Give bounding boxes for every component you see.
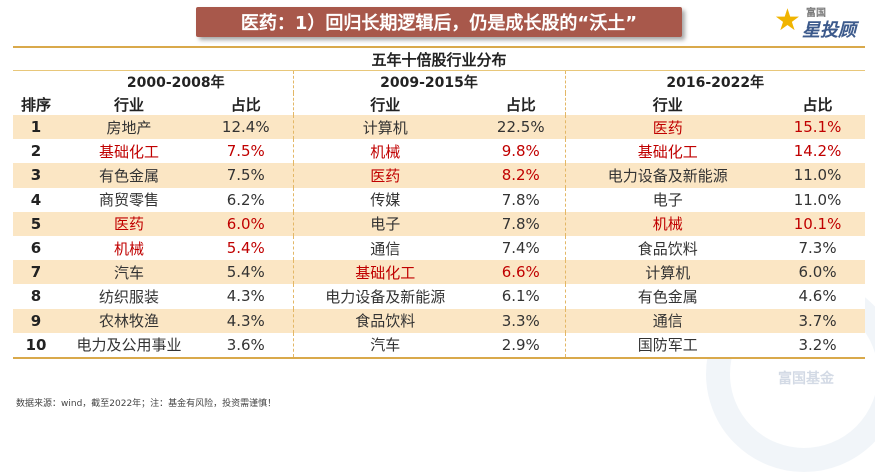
brand-logo: ★ 富国 星投顾	[774, 2, 866, 42]
rank-cell: 7	[13, 260, 59, 285]
logo-text-bottom: 星投顾	[802, 20, 856, 41]
table-row: 8 纺织服装 4.3% 电力设备及新能源 6.1% 有色金属 4.6%	[13, 284, 866, 309]
industry-cell: 医药	[292, 163, 477, 188]
rank-cell: 6	[13, 235, 59, 261]
industry-cell: 商贸零售	[59, 187, 199, 212]
industry-cell: 传媒	[292, 187, 477, 212]
industry-cell: 电子	[292, 211, 477, 236]
industry-cell: 基础化工	[292, 260, 477, 285]
share-cell: 11.0%	[770, 163, 866, 188]
share-cell: 6.0%	[199, 211, 293, 236]
share-header: 占比	[230, 95, 261, 114]
share-cell: 9.8%	[477, 139, 565, 164]
share-cell: 3.2%	[770, 332, 866, 359]
rank-cell: 3	[13, 163, 59, 188]
share-cell: 7.5%	[199, 139, 293, 164]
industry-cell: 食品饮料	[292, 308, 477, 333]
period-header: 2000-2008年	[59, 70, 293, 93]
rank-cell: 1	[13, 115, 59, 140]
rank-cell: 5	[13, 211, 59, 236]
rank-header: 排序	[20, 95, 51, 114]
share-cell: 14.2%	[770, 139, 866, 164]
industry-cell: 基础化工	[59, 139, 199, 164]
industry-cell: 电力设备及新能源	[564, 163, 770, 188]
industry-cell: 有色金属	[564, 284, 770, 309]
share-cell: 12.4%	[199, 115, 293, 140]
industry-cell: 纺织服装	[59, 284, 199, 309]
rank-cell: 4	[13, 187, 59, 212]
table-row: 4 商贸零售 6.2% 传媒 7.8% 电子 11.0%	[13, 187, 866, 212]
page-title: 医药：1）回归长期逻辑后，仍是成长股的“沃土”	[196, 7, 682, 37]
watermark-text: 富国基金	[778, 371, 834, 387]
rank-cell: 10	[13, 332, 59, 359]
industry-cell: 机械	[564, 211, 770, 236]
industry-cell: 通信	[564, 308, 770, 333]
industry-cell: 有色金属	[59, 163, 199, 188]
industry-cell: 房地产	[59, 115, 199, 140]
share-cell: 7.5%	[199, 163, 293, 188]
industry-header: 行业	[113, 95, 144, 114]
industry-cell: 机械	[292, 139, 477, 164]
period-header: 2009-2015年	[292, 70, 565, 93]
industry-header: 行业	[292, 93, 477, 115]
share-cell: 4.6%	[770, 284, 866, 309]
industry-cell: 通信	[292, 235, 477, 261]
share-cell: 15.1%	[770, 115, 866, 140]
rank-cell: 9	[13, 308, 59, 333]
table-row: 7 汽车 5.4% 基础化工 6.6% 计算机 6.0%	[13, 260, 866, 285]
table-caption: 五年十倍股行业分布	[13, 46, 866, 71]
table-row: 3 有色金属 7.5% 医药 8.2% 电力设备及新能源 11.0%	[13, 163, 866, 188]
table-row: 5 医药 6.0% 电子 7.8% 机械 10.1%	[13, 211, 866, 236]
industry-cell: 基础化工	[564, 139, 770, 164]
table-row: 10 电力及公用事业 3.6% 汽车 2.9% 国防军工 3.2%	[13, 332, 866, 359]
industry-cell: 电子	[564, 187, 770, 212]
table-row: 6 机械 5.4% 通信 7.4% 食品饮料 7.3%	[13, 235, 866, 261]
share-cell: 7.8%	[477, 187, 565, 212]
ten-bagger-table: 五年十倍股行业分布 2000-2008年 2009-2015年 2016-202…	[13, 46, 866, 359]
industry-cell: 电力及公用事业	[59, 332, 199, 359]
rank-cell: 2	[13, 139, 59, 164]
industry-header: 行业	[564, 93, 770, 115]
share-header: 占比	[802, 95, 833, 114]
share-cell: 3.3%	[477, 308, 565, 333]
industry-cell: 医药	[59, 211, 199, 236]
logo-text-top: 富国	[806, 8, 826, 19]
share-cell: 5.4%	[199, 260, 293, 285]
table-row: 9 农林牧渔 4.3% 食品饮料 3.3% 通信 3.7%	[13, 308, 866, 333]
share-cell: 6.0%	[770, 260, 866, 285]
industry-cell: 电力设备及新能源	[292, 284, 477, 309]
share-cell: 6.6%	[477, 260, 565, 285]
footnote: 数据来源：wind，截至2022年；注：基金有风险，投资需谨慎！	[16, 399, 277, 409]
period-header: 2016-2022年	[564, 70, 866, 93]
share-cell: 3.7%	[770, 308, 866, 333]
share-cell: 6.2%	[199, 187, 293, 212]
share-header: 占比	[505, 95, 536, 114]
share-cell: 4.3%	[199, 284, 293, 309]
industry-cell: 计算机	[564, 260, 770, 285]
table-row: 1 房地产 12.4% 计算机 22.5% 医药 15.1%	[13, 115, 866, 140]
industry-cell: 汽车	[59, 260, 199, 285]
share-cell: 3.6%	[199, 332, 293, 359]
share-cell: 5.4%	[199, 235, 293, 261]
industry-cell: 国防军工	[564, 332, 770, 359]
table-row: 2 基础化工 7.5% 机械 9.8% 基础化工 14.2%	[13, 139, 866, 164]
industry-cell: 机械	[59, 235, 199, 261]
share-cell: 7.3%	[770, 235, 866, 261]
share-cell: 10.1%	[770, 211, 866, 236]
share-cell: 4.3%	[199, 308, 293, 333]
industry-cell: 汽车	[292, 332, 477, 359]
rank-cell: 8	[13, 284, 59, 309]
share-cell: 2.9%	[477, 332, 565, 359]
share-cell: 22.5%	[477, 115, 565, 140]
industry-cell: 医药	[564, 115, 770, 140]
industry-cell: 计算机	[292, 115, 477, 140]
industry-cell: 农林牧渔	[59, 308, 199, 333]
share-cell: 7.8%	[477, 211, 565, 236]
share-cell: 6.1%	[477, 284, 565, 309]
star-icon: ★	[774, 3, 801, 38]
share-cell: 8.2%	[477, 163, 565, 188]
share-cell: 11.0%	[770, 187, 866, 212]
industry-cell: 食品饮料	[564, 235, 770, 261]
share-cell: 7.4%	[477, 235, 565, 261]
